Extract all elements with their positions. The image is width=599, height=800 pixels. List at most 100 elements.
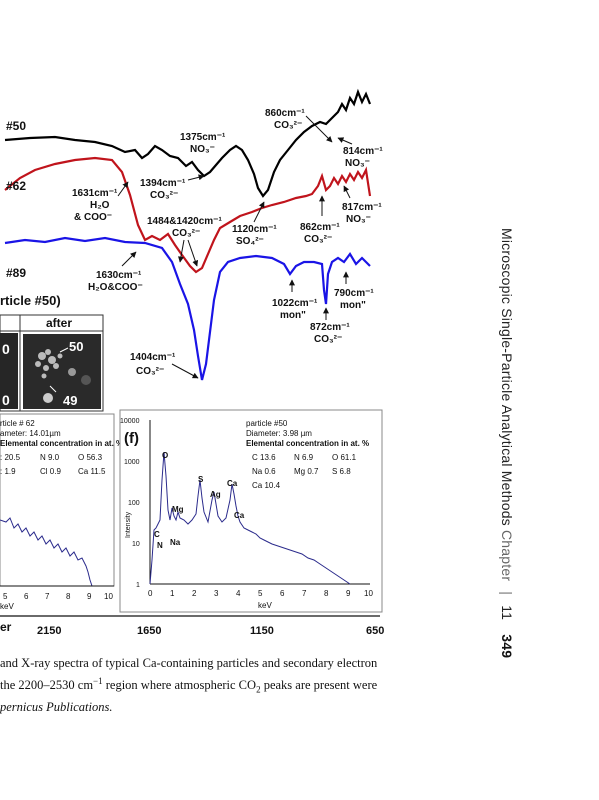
svg-text:817cm⁻¹: 817cm⁻¹ — [342, 202, 382, 213]
svg-text:N 9.0: N 9.0 — [40, 453, 60, 462]
svg-text:CO₃²⁻: CO₃²⁻ — [150, 190, 178, 201]
svg-text:100: 100 — [128, 500, 140, 507]
particle-label-49: 49 — [63, 393, 77, 408]
svg-text:1375cm⁻¹: 1375cm⁻¹ — [180, 132, 226, 143]
svg-text:Elemental concentration in at.: Elemental concentration in at. % — [0, 439, 123, 448]
edx-x-label: keV — [258, 601, 272, 610]
x-axis-label-partial: er — [0, 620, 12, 634]
annotation-1375: 1375cm⁻¹ NO₃⁻ — [180, 132, 226, 155]
tick-2150: 2150 — [37, 625, 61, 637]
annotation-1022: 1022cm⁻¹ mon" — [272, 279, 318, 321]
chapter-number: 11 — [499, 605, 515, 621]
page-number: 349 — [499, 634, 515, 659]
svg-text:10000: 10000 — [120, 418, 140, 425]
svg-text:NO₃⁻: NO₃⁻ — [345, 158, 370, 169]
annotation-1630: 1630cm⁻¹ H₂O&COO⁻ — [88, 251, 143, 293]
ftir-annotations: 860cm⁻¹ CO₃²⁻ 1375cm⁻¹ NO₃⁻ 814cm⁻¹ NO₃⁻… — [72, 108, 383, 379]
annotation-862: 862cm⁻¹ CO₃²⁻ — [300, 195, 340, 245]
sem-panel-title: rticle #50) — [0, 293, 61, 308]
tick-650: 650 — [366, 625, 384, 637]
ftir-x-axis: er 2150 1650 1150 650 — [0, 615, 384, 637]
svg-text:CO₃²⁻: CO₃²⁻ — [136, 366, 164, 377]
svg-text:Cl 0.9: Cl 0.9 — [40, 467, 61, 476]
svg-text:CO₃²⁻: CO₃²⁻ — [172, 228, 200, 239]
svg-text:particle #50: particle #50 — [246, 419, 288, 428]
svg-text:Ca: Ca — [234, 511, 245, 520]
sample-label-62: #62 — [6, 179, 26, 193]
svg-text:S 6.8: S 6.8 — [332, 467, 351, 476]
spectrum-particle-62 — [4, 156, 372, 274]
svg-text:860cm⁻¹: 860cm⁻¹ — [265, 108, 305, 119]
svg-text:1630cm⁻¹: 1630cm⁻¹ — [96, 270, 142, 281]
svg-text:1394cm⁻¹: 1394cm⁻¹ — [140, 178, 186, 189]
annotation-814: 814cm⁻¹ NO₃⁻ — [337, 137, 383, 169]
svg-text:790cm⁻¹: 790cm⁻¹ — [334, 288, 374, 299]
svg-text:3: 3 — [214, 589, 219, 598]
svg-text:C 13.6: C 13.6 — [252, 453, 276, 462]
svg-text:1: 1 — [170, 589, 175, 598]
svg-text:CO₃²⁻: CO₃²⁻ — [274, 120, 302, 131]
panel-label-f: (f) — [124, 430, 139, 447]
svg-text:1022cm⁻¹: 1022cm⁻¹ — [272, 298, 318, 309]
svg-text:Mg 0.7: Mg 0.7 — [294, 467, 319, 476]
tick-1650: 1650 — [137, 625, 161, 637]
svg-text:NO₃⁻: NO₃⁻ — [190, 144, 215, 155]
sample-label-89: #89 — [6, 266, 26, 280]
annotation-1484-1420: 1484&1420cm⁻¹ CO₃²⁻ — [147, 216, 222, 267]
svg-text:H₂O&COO⁻: H₂O&COO⁻ — [88, 282, 143, 293]
svg-text:2: 2 — [192, 589, 197, 598]
svg-text:N: N — [157, 541, 163, 550]
svg-text:S: S — [198, 475, 204, 484]
svg-text:9: 9 — [346, 589, 351, 598]
svg-text:814cm⁻¹: 814cm⁻¹ — [343, 146, 383, 157]
svg-text:& COO⁻: & COO⁻ — [74, 212, 112, 223]
svg-text:0: 0 — [148, 589, 153, 598]
annotation-817: 817cm⁻¹ NO₃⁻ — [342, 185, 382, 225]
svg-text:9: 9 — [87, 592, 92, 601]
running-title: Microscopic Single-Particle Analytical M… — [499, 228, 515, 526]
svg-text:O 61.1: O 61.1 — [332, 453, 357, 462]
svg-text:862cm⁻¹: 862cm⁻¹ — [300, 222, 340, 233]
ftir-spectra: #50 #62 #89 — [4, 88, 372, 381]
caption-line-2: the 2200–2530 cm−1 region where atmosphe… — [0, 675, 378, 695]
svg-text:Ag: Ag — [210, 490, 221, 499]
svg-text:Diameter: 3.98 µm: Diameter: 3.98 µm — [246, 429, 312, 438]
sample-label-50: #50 — [6, 119, 26, 133]
caption-line-3: pernicus Publications. — [0, 699, 113, 714]
svg-text:10: 10 — [364, 589, 373, 598]
svg-text:1631cm⁻¹: 1631cm⁻¹ — [72, 188, 118, 199]
edx-spectrum-left: rticle # 62 ameter: 14.01µm Elemental co… — [0, 413, 123, 611]
svg-text:Mg: Mg — [172, 505, 184, 514]
edx-y-label: Intensity — [125, 511, 132, 538]
svg-text:: 1.9: : 1.9 — [0, 467, 16, 476]
after-label: after — [46, 316, 72, 330]
svg-text:Ca: Ca — [227, 479, 238, 488]
svg-text:Na 0.6: Na 0.6 — [252, 467, 276, 476]
svg-text:ameter: 14.01µm: ameter: 14.01µm — [0, 429, 61, 438]
svg-text:5: 5 — [3, 592, 8, 601]
svg-text:7: 7 — [45, 592, 50, 601]
svg-text:CO₃²⁻: CO₃²⁻ — [314, 334, 342, 345]
sem-image-after — [23, 334, 101, 409]
svg-text:1120cm⁻¹: 1120cm⁻¹ — [232, 224, 277, 235]
svg-text:1: 1 — [136, 582, 140, 589]
svg-text:NO₃⁻: NO₃⁻ — [346, 214, 371, 225]
svg-text:Ca 11.5: Ca 11.5 — [78, 467, 106, 476]
svg-text:4: 4 — [236, 589, 241, 598]
figure-caption: and X-ray spectra of typical Ca-containi… — [0, 655, 480, 716]
svg-text:1404cm⁻¹: 1404cm⁻¹ — [130, 352, 176, 363]
annotation-860: 860cm⁻¹ CO₃²⁻ — [265, 108, 333, 143]
particle-label-50: 50 — [69, 339, 83, 354]
svg-text:: 20.5: : 20.5 — [0, 453, 21, 462]
svg-text:0: 0 — [2, 392, 10, 408]
annotation-1631: 1631cm⁻¹ H₂O & COO⁻ — [72, 181, 129, 223]
svg-text:O 56.3: O 56.3 — [78, 453, 103, 462]
annotation-1404: 1404cm⁻¹ CO₃²⁻ — [130, 352, 199, 379]
svg-text:Elemental concentration in at.: Elemental concentration in at. % — [246, 439, 369, 448]
svg-text:Na: Na — [170, 538, 181, 547]
running-header: Microscopic Single-Particle Analytical M… — [499, 228, 515, 659]
svg-text:7: 7 — [302, 589, 307, 598]
svg-text:CO₃²⁻: CO₃²⁻ — [304, 234, 332, 245]
tick-1150: 1150 — [250, 625, 274, 637]
